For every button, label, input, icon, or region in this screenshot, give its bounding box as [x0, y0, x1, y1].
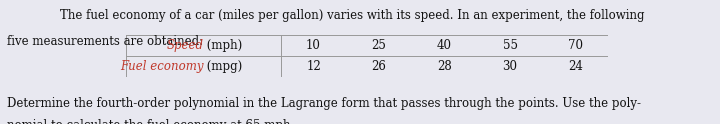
Text: 70: 70: [568, 39, 583, 52]
Text: (mph): (mph): [203, 39, 243, 52]
Text: Determine the fourth-order polynomial in the Lagrange form that passes through t: Determine the fourth-order polynomial in…: [7, 97, 642, 110]
Text: (mpg): (mpg): [203, 60, 243, 73]
Text: 10: 10: [306, 39, 321, 52]
Text: Fuel economy: Fuel economy: [120, 60, 203, 73]
Text: Speed: Speed: [166, 39, 203, 52]
Text: 30: 30: [503, 60, 518, 73]
Text: 24: 24: [568, 60, 583, 73]
Text: 55: 55: [503, 39, 518, 52]
Text: 40: 40: [437, 39, 452, 52]
Text: 28: 28: [437, 60, 452, 73]
Text: 25: 25: [372, 39, 387, 52]
Text: five measurements are obtained:: five measurements are obtained:: [7, 35, 203, 48]
Text: 12: 12: [306, 60, 321, 73]
Text: The fuel economy of a car (miles per gallon) varies with its speed. In an experi: The fuel economy of a car (miles per gal…: [60, 9, 644, 22]
Text: nomial to calculate the fuel economy at 65 mph.: nomial to calculate the fuel economy at …: [7, 119, 294, 124]
Text: 26: 26: [372, 60, 387, 73]
